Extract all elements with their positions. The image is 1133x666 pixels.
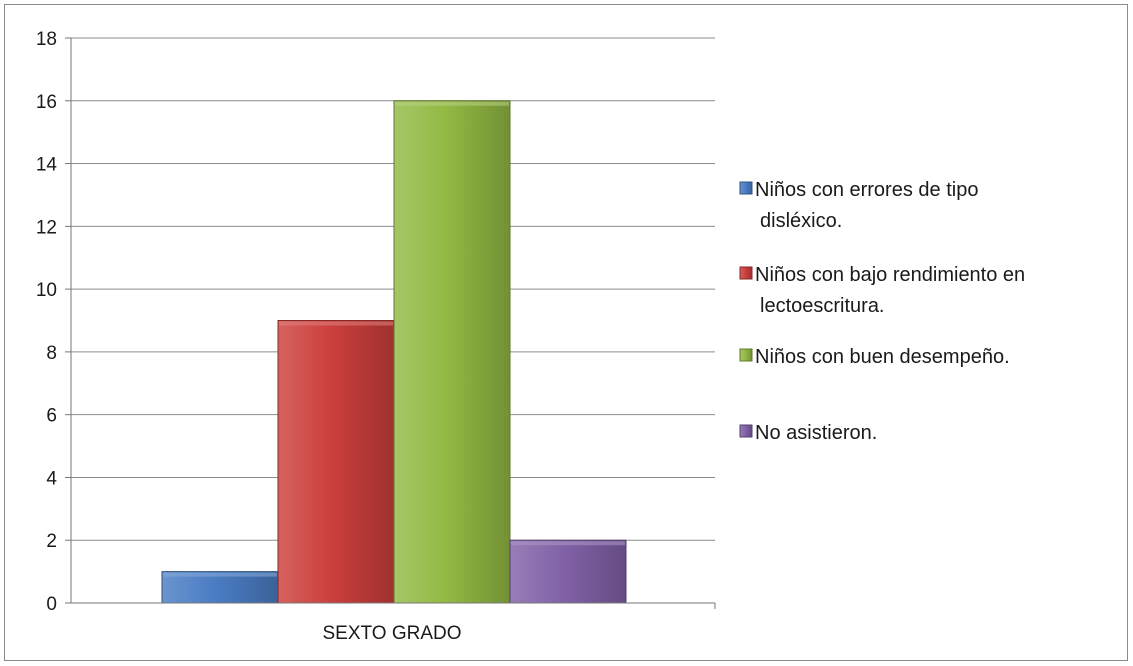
legend-label: Niños con bajo rendimiento en [755, 264, 1025, 286]
legend-label: Niños con buen desempeño. [755, 346, 1010, 368]
legend-label: No asistieron. [755, 422, 877, 444]
axes: 0 2 4 6 8 10 12 14 16 18 SEXTO GRADO [36, 29, 716, 644]
bar-highlight [395, 101, 509, 106]
y-tick-label: 0 [46, 594, 57, 615]
legend-label: Niños con errores de tipo [755, 179, 978, 201]
bar-chart: 0 2 4 6 8 10 12 14 16 18 SEXTO GRADO Niños con err… [36, 29, 1025, 644]
legend-swatch [739, 266, 753, 280]
y-tick-label: 16 [36, 92, 57, 113]
legend-label: disléxico. [760, 210, 842, 232]
bar-3 [393, 100, 511, 604]
legend: Niños con errores de tipo disléxico. Niños… [739, 179, 1025, 444]
y-tick-label: 14 [36, 155, 58, 176]
y-tick-label: 6 [46, 406, 57, 427]
bar-4 [509, 539, 627, 604]
y-tick-label: 8 [46, 343, 57, 364]
y-tick-label: 2 [46, 531, 57, 552]
x-tick-label: SEXTO GRADO [322, 623, 461, 644]
y-tick-label: 12 [36, 217, 57, 238]
bars [161, 100, 627, 604]
y-tick-label: 18 [36, 29, 57, 50]
legend-swatch [739, 424, 753, 438]
chart-frame: 0 2 4 6 8 10 12 14 16 18 SEXTO GRADO Niños con err… [4, 4, 1128, 661]
legend-swatch [739, 348, 753, 362]
bar-highlight [511, 541, 625, 546]
bar-highlight [279, 321, 393, 326]
y-tick-label: 4 [46, 468, 57, 489]
gridlines [71, 37, 715, 541]
legend-swatch [739, 181, 753, 195]
bar-2 [277, 320, 395, 604]
legend-label: lectoescritura. [760, 295, 885, 317]
y-tick-label: 10 [36, 280, 57, 301]
bar-highlight [163, 572, 277, 577]
